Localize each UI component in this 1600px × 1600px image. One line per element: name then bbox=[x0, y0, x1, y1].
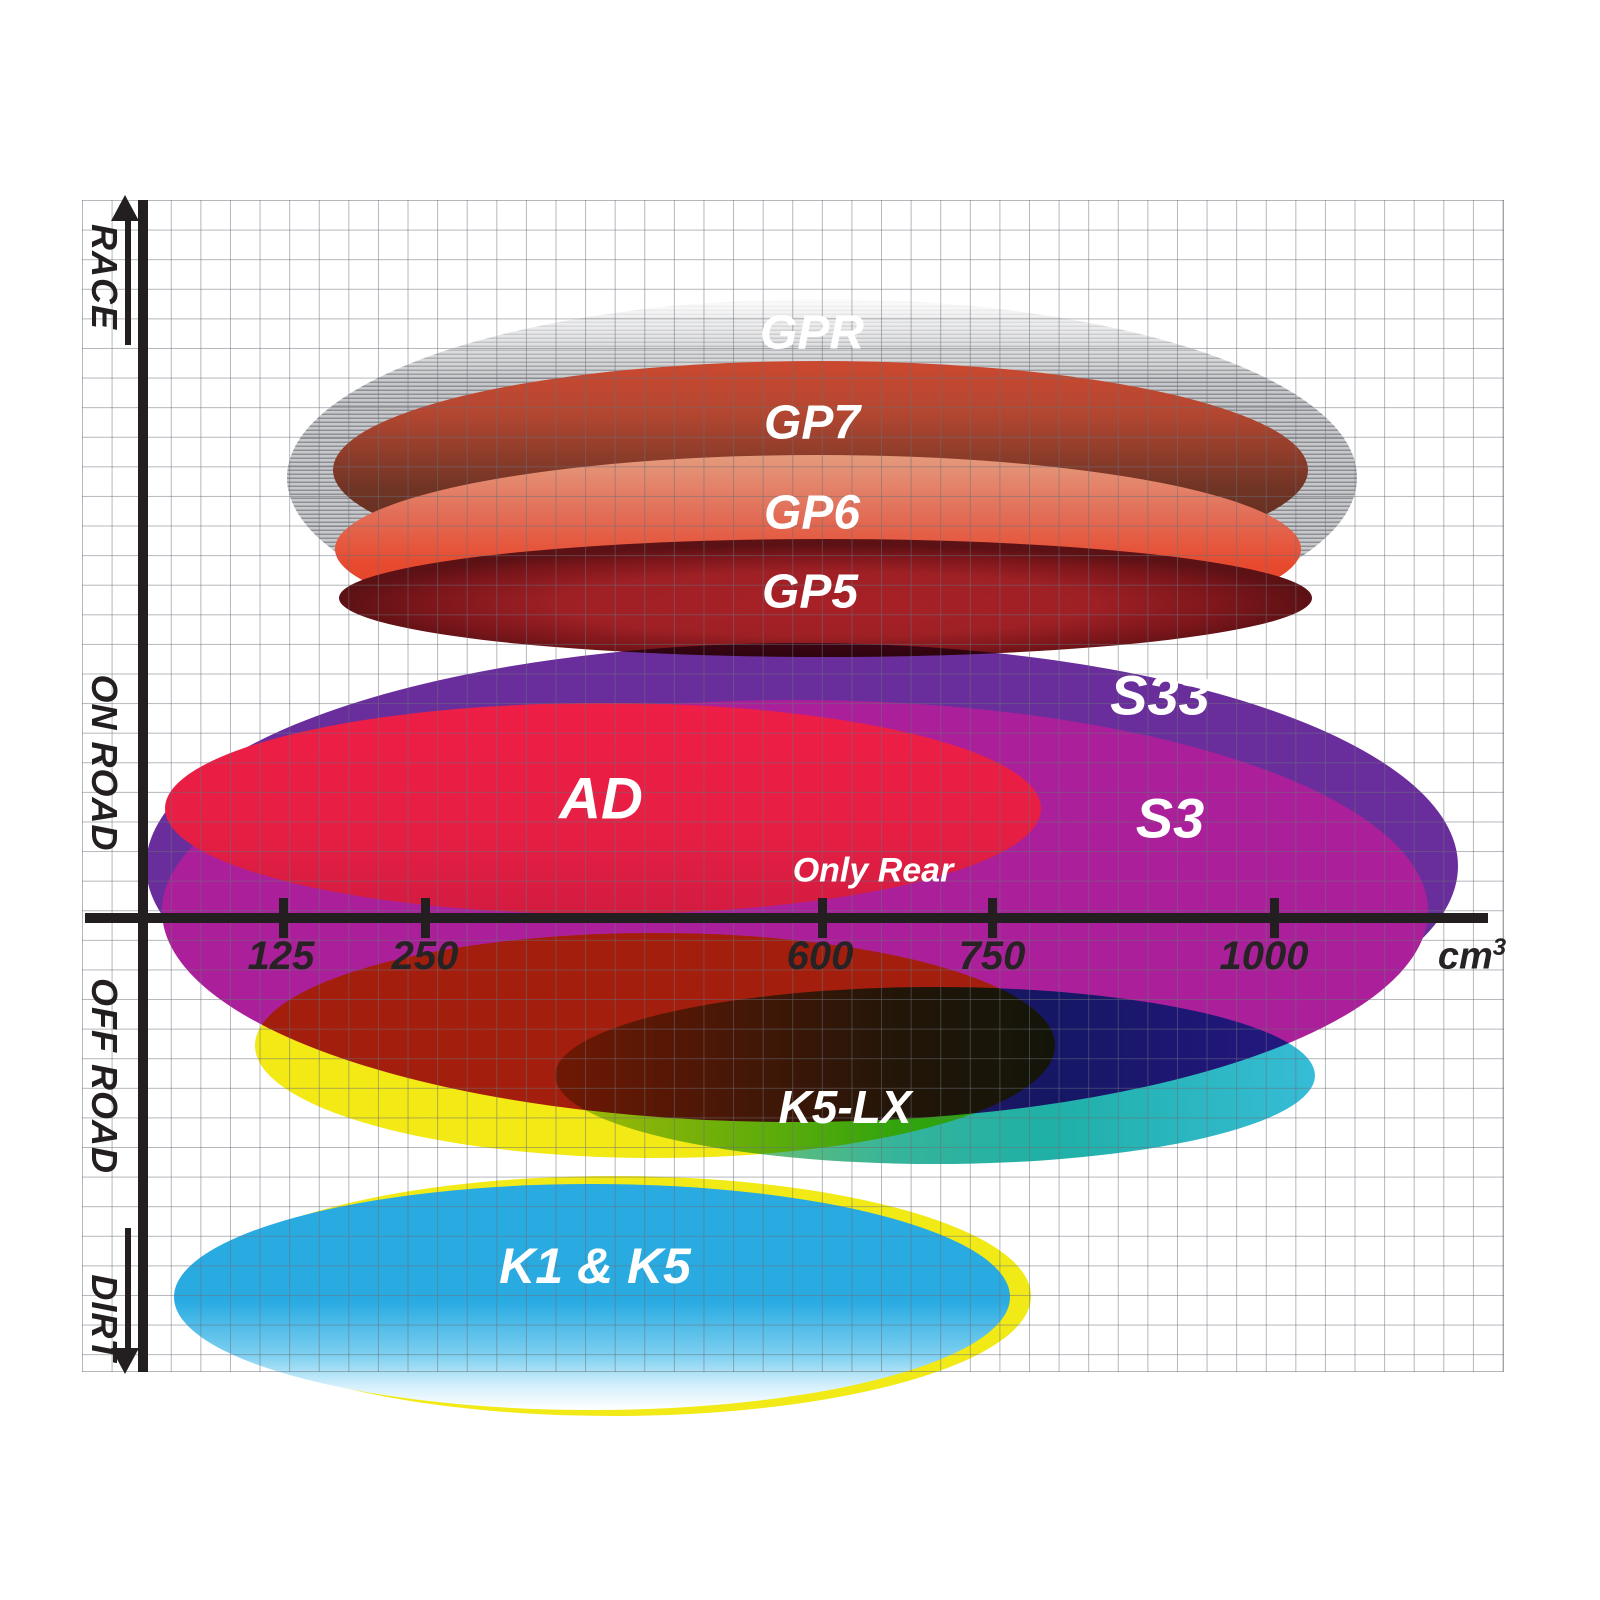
x-axis-unit: cm3 bbox=[1438, 934, 1506, 979]
dirt-down-arrow-icon bbox=[111, 1348, 139, 1374]
x-tick-label-125: 125 bbox=[247, 934, 315, 978]
x-tick-250 bbox=[421, 898, 430, 938]
region-label-ad: AD bbox=[559, 766, 643, 832]
x-tick-label-600: 600 bbox=[786, 934, 854, 978]
region-label-gpr: GPR bbox=[759, 306, 865, 360]
x-tick-label-250: 250 bbox=[391, 934, 459, 978]
x-tick-750 bbox=[988, 898, 997, 938]
region-label-s33: S33 bbox=[1110, 663, 1210, 727]
race-up-arrow-icon bbox=[111, 195, 139, 221]
x-tick-600 bbox=[818, 898, 827, 938]
region-k5-lx bbox=[555, 987, 1315, 1164]
region-label-gp5: GP5 bbox=[761, 565, 859, 619]
y-axis-line bbox=[138, 200, 148, 1372]
x-tick-125 bbox=[279, 898, 288, 938]
y-label-off-road: OFF ROAD bbox=[84, 978, 125, 1174]
y-label-on-road: ON ROAD bbox=[84, 674, 125, 852]
x-tick-label-1000: 1000 bbox=[1219, 934, 1309, 978]
region-label-k5-lx: K5-LX bbox=[778, 1081, 912, 1133]
x-tick-1000 bbox=[1270, 898, 1279, 938]
region-label-gp7: GP7 bbox=[763, 396, 861, 450]
region-k1-k5 bbox=[174, 1184, 1010, 1410]
x-axis-unit-base: cm bbox=[1437, 935, 1493, 978]
region-label-gp6: GP6 bbox=[763, 486, 861, 540]
x-tick-label-750: 750 bbox=[958, 934, 1026, 978]
region-note-only-rear: Only Rear bbox=[792, 851, 954, 890]
race-arrow-shaft bbox=[125, 219, 131, 345]
dirt-arrow-shaft bbox=[125, 1228, 131, 1350]
region-label-s3: S3 bbox=[1135, 786, 1205, 850]
region-label-k1-k5: K1 & K5 bbox=[499, 1238, 691, 1294]
x-axis-unit-exponent: 3 bbox=[1492, 934, 1507, 961]
y-label-race: RACE bbox=[84, 223, 125, 331]
